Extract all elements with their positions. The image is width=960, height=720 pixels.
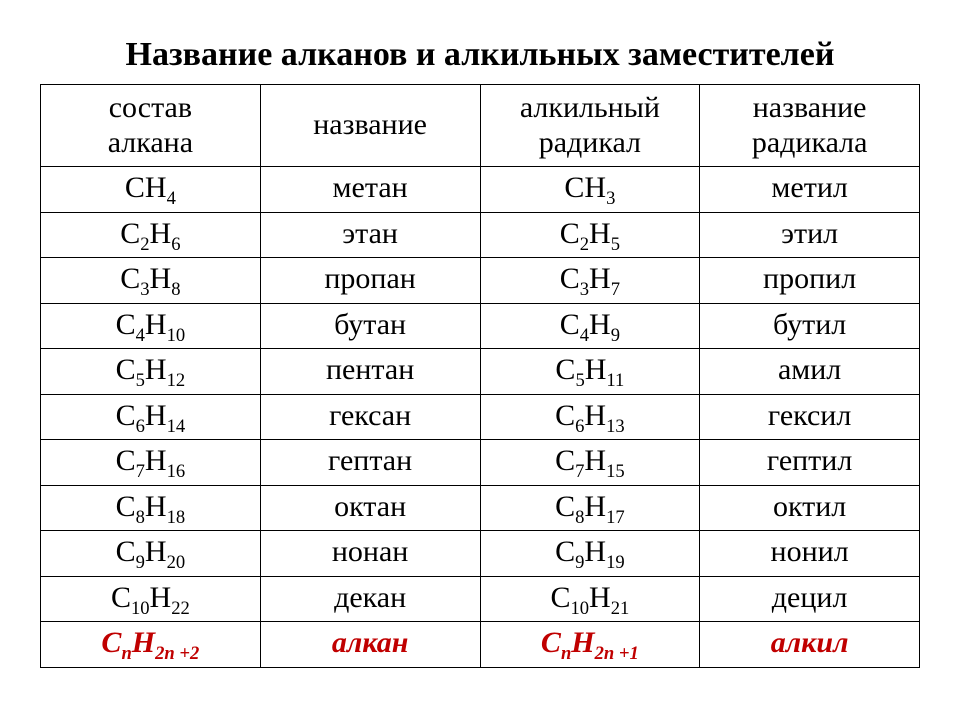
table-row: C10H22деканC10H21децил — [41, 576, 920, 622]
table-header-row: состав алкана название алкильный радикал… — [41, 85, 920, 167]
table-row: C5H12пентанC5H11амил — [41, 349, 920, 395]
cell-radical-name: амил — [700, 349, 920, 395]
cell-alkane-formula: C5H12 — [41, 349, 261, 395]
table-row: C4H10бутанC4H9бутил — [41, 303, 920, 349]
cell-radical-name: бутил — [700, 303, 920, 349]
cell-alkane-name: декан — [260, 576, 480, 622]
cell-alkane-formula: C4H10 — [41, 303, 261, 349]
cell-radical-formula: CH3 — [480, 167, 700, 213]
cell-general-radical-name: алкил — [700, 622, 920, 668]
cell-alkane-formula: C7H16 — [41, 440, 261, 486]
col-header-line1: название — [313, 108, 427, 141]
col-header-radical: алкильный радикал — [480, 85, 700, 167]
cell-alkane-formula: C10H22 — [41, 576, 261, 622]
cell-alkane-formula: C6H14 — [41, 394, 261, 440]
table-row: C9H20нонанC9H19нонил — [41, 531, 920, 577]
cell-radical-name: нонил — [700, 531, 920, 577]
col-header-line2: алкана — [108, 126, 193, 159]
cell-radical-name: октил — [700, 485, 920, 531]
cell-general-radical-formula: CnH2n +1 — [480, 622, 700, 668]
cell-alkane-formula: C8H18 — [41, 485, 261, 531]
cell-radical-name: этил — [700, 212, 920, 258]
col-header-name: название — [260, 85, 480, 167]
cell-alkane-name: бутан — [260, 303, 480, 349]
cell-radical-name: пропил — [700, 258, 920, 304]
col-header-line2: радикал — [539, 126, 641, 159]
col-header-composition: состав алкана — [41, 85, 261, 167]
table-general-row: CnH2n +2 алкан CnH2n +1 алкил — [41, 622, 920, 668]
cell-radical-name: метил — [700, 167, 920, 213]
cell-alkane-name: пентан — [260, 349, 480, 395]
table-row: C8H18октанC8H17октил — [41, 485, 920, 531]
cell-radical-formula: C7H15 — [480, 440, 700, 486]
cell-general-alkane-formula: CnH2n +2 — [41, 622, 261, 668]
cell-alkane-formula: C2H6 — [41, 212, 261, 258]
alkanes-table: состав алкана название алкильный радикал… — [40, 84, 920, 668]
cell-radical-name: децил — [700, 576, 920, 622]
cell-radical-name: гексил — [700, 394, 920, 440]
col-header-line2: радикала — [752, 126, 868, 159]
col-header-line1: алкильный — [520, 91, 660, 124]
cell-alkane-name: нонан — [260, 531, 480, 577]
table-row: C3H8пропанC3H7пропил — [41, 258, 920, 304]
cell-alkane-formula: C9H20 — [41, 531, 261, 577]
cell-radical-formula: C5H11 — [480, 349, 700, 395]
cell-alkane-name: гептан — [260, 440, 480, 486]
cell-alkane-formula: CH4 — [41, 167, 261, 213]
cell-alkane-name: октан — [260, 485, 480, 531]
cell-general-alkane-name: алкан — [260, 622, 480, 668]
cell-alkane-name: этан — [260, 212, 480, 258]
page-title: Название алканов и алкильных заместителе… — [40, 36, 920, 74]
col-header-line1: название — [753, 91, 867, 124]
cell-radical-formula: C8H17 — [480, 485, 700, 531]
cell-radical-formula: C6H13 — [480, 394, 700, 440]
cell-alkane-name: пропан — [260, 258, 480, 304]
table-row: CH4метанCH3метил — [41, 167, 920, 213]
cell-radical-formula: C10H21 — [480, 576, 700, 622]
cell-radical-formula: C2H5 — [480, 212, 700, 258]
col-header-line1: состав — [109, 91, 192, 124]
cell-alkane-name: метан — [260, 167, 480, 213]
cell-alkane-name: гексан — [260, 394, 480, 440]
cell-radical-name: гептил — [700, 440, 920, 486]
cell-radical-formula: C3H7 — [480, 258, 700, 304]
cell-radical-formula: C4H9 — [480, 303, 700, 349]
table-row: C7H16гептанC7H15гептил — [41, 440, 920, 486]
table-row: C6H14гексанC6H13гексил — [41, 394, 920, 440]
cell-alkane-formula: C3H8 — [41, 258, 261, 304]
table-row: C2H6этанC2H5этил — [41, 212, 920, 258]
cell-radical-formula: C9H19 — [480, 531, 700, 577]
col-header-radical-name: название радикала — [700, 85, 920, 167]
